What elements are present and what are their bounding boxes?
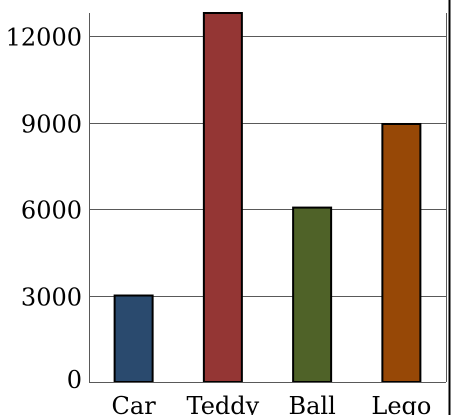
bar-car — [113, 294, 154, 383]
y-tick-labels: 0 3000 6000 9000 12000 — [6, 24, 82, 395]
bars — [113, 12, 422, 383]
bar-teddy — [202, 12, 243, 383]
y-tick-label: 3000 — [21, 284, 82, 312]
x-tick-label: Teddy — [187, 392, 260, 415]
bar-lego — [381, 122, 422, 383]
x-tick-label: Car — [112, 392, 157, 415]
axes — [89, 0, 451, 415]
x-tick-label: Ball — [288, 392, 335, 415]
y-tick-label: 9000 — [21, 111, 82, 139]
y-tick-label: 6000 — [21, 197, 82, 225]
x-tick-labels: Car Teddy Ball Lego — [112, 392, 432, 419]
y-tick-label: 12000 — [6, 24, 82, 52]
y-tick-label: 0 — [67, 366, 82, 394]
x-tick-label: Lego — [371, 392, 431, 415]
bar-ball — [292, 206, 333, 383]
